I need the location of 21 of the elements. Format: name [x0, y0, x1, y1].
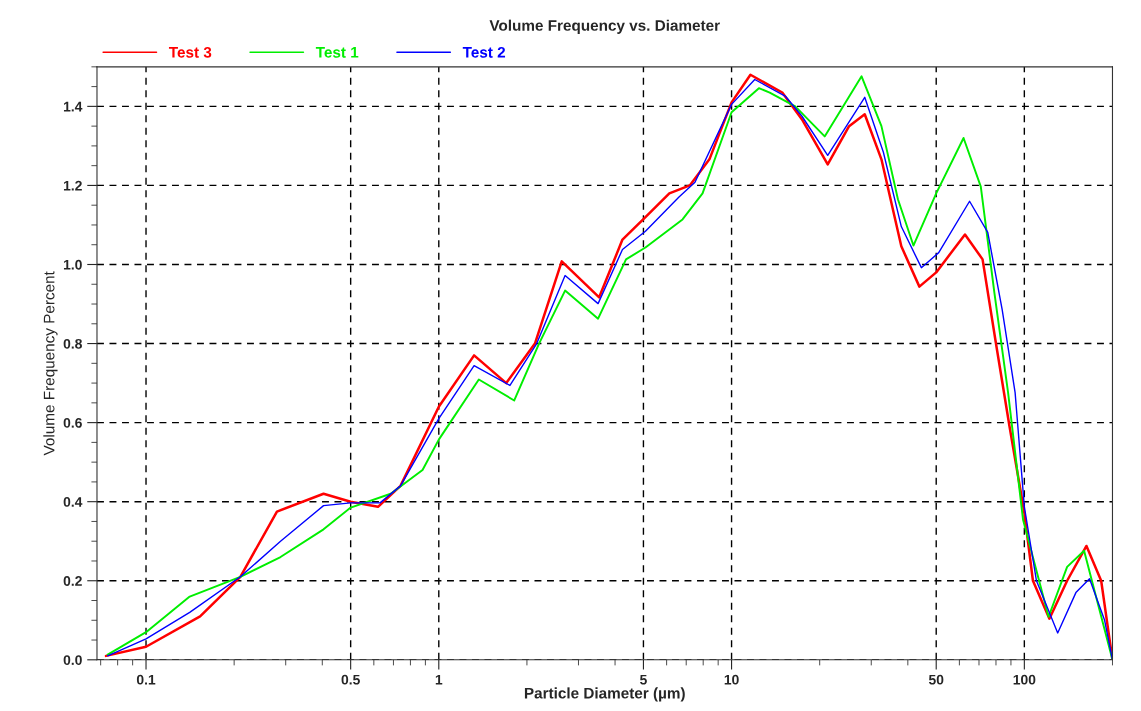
x-tick-label: 50: [928, 674, 944, 685]
x-tick-label: 0.5: [341, 674, 360, 685]
y-tick-label: 1.4: [63, 101, 83, 112]
y-tick-label: 0.0: [63, 655, 82, 665]
y-tick-label: 0.4: [63, 497, 83, 507]
x-tick-label: 100: [1013, 674, 1036, 685]
y-tick-label: 1.0: [63, 259, 82, 270]
y-tick-label: 1.2: [63, 180, 82, 191]
legend-label: Test 2: [462, 46, 506, 58]
legend-label: Test 1: [315, 47, 359, 58]
legend-label: Test 3: [168, 46, 212, 58]
y-tick-label: 0.2: [63, 576, 82, 586]
y-tick-label: 0.8: [63, 338, 82, 349]
y-axis-title: Volume Frequency Percent: [43, 271, 58, 456]
x-tick-label: 5: [640, 674, 647, 685]
chart-title: Volume Frequency vs. Diameter: [489, 19, 720, 34]
x-tick-label: 0.1: [136, 674, 156, 685]
x-tick-label: 10: [724, 674, 739, 685]
x-tick-label: 1: [435, 674, 443, 685]
x-axis-title: Particle Diameter (µm): [524, 687, 685, 702]
y-tick-label: 0.6: [63, 417, 82, 428]
